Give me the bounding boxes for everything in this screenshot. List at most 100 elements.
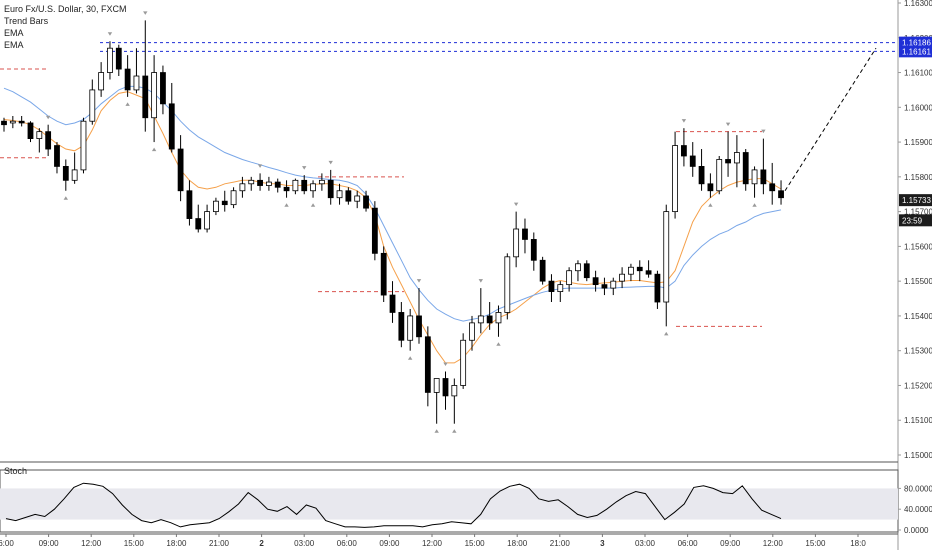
- candle[interactable]: [416, 315, 422, 338]
- candle[interactable]: [248, 179, 255, 185]
- candle[interactable]: [27, 122, 34, 140]
- candle[interactable]: [539, 259, 546, 282]
- candle[interactable]: [442, 378, 449, 397]
- candle[interactable]: [363, 195, 369, 209]
- candle[interactable]: [716, 159, 723, 192]
- candle[interactable]: [742, 152, 749, 185]
- candle[interactable]: [522, 228, 528, 240]
- candle[interactable]: [107, 47, 113, 73]
- projection-line[interactable]: [784, 47, 877, 192]
- candle[interactable]: [725, 159, 731, 164]
- candle[interactable]: [433, 378, 440, 393]
- candle[interactable]: [354, 195, 361, 202]
- candle[interactable]: [80, 120, 87, 171]
- chart-legend: Euro Fx/U.S. Dollar, 30, FXCM Trend Bars…: [4, 3, 127, 51]
- candle[interactable]: [575, 263, 581, 272]
- candle[interactable]: [681, 145, 687, 157]
- candle[interactable]: [583, 263, 590, 279]
- candle[interactable]: [204, 211, 210, 230]
- candle[interactable]: [557, 284, 564, 292]
- candle[interactable]: [151, 72, 158, 119]
- candle[interactable]: [195, 218, 202, 230]
- candle[interactable]: [310, 183, 316, 192]
- candle[interactable]: [9, 120, 16, 124]
- candle[interactable]: [89, 89, 96, 122]
- time-tick-label: 18:0: [850, 539, 866, 548]
- candle[interactable]: [213, 200, 219, 213]
- candle[interactable]: [160, 72, 166, 105]
- candle[interactable]: [36, 131, 43, 139]
- candle[interactable]: [601, 284, 608, 289]
- candle[interactable]: [769, 183, 776, 192]
- candle[interactable]: [54, 145, 60, 167]
- candle[interactable]: [318, 179, 325, 185]
- candle[interactable]: [619, 273, 625, 282]
- time-tick-label: 03:00: [635, 539, 656, 548]
- candle[interactable]: [345, 190, 352, 202]
- candle[interactable]: [133, 75, 140, 91]
- candle[interactable]: [257, 179, 263, 186]
- candle[interactable]: [301, 179, 308, 192]
- candle[interactable]: [1, 120, 7, 126]
- candle[interactable]: [177, 148, 184, 192]
- candle[interactable]: [760, 169, 767, 185]
- candle[interactable]: [18, 120, 25, 124]
- candle[interactable]: [689, 155, 696, 167]
- candle[interactable]: [504, 256, 511, 313]
- candle[interactable]: [592, 277, 599, 286]
- candle[interactable]: [628, 266, 634, 275]
- candle[interactable]: [380, 252, 387, 296]
- candle[interactable]: [274, 181, 281, 188]
- candle[interactable]: [265, 181, 272, 186]
- candle[interactable]: [477, 315, 484, 324]
- candle[interactable]: [371, 207, 378, 254]
- candle[interactable]: [610, 280, 617, 289]
- candle[interactable]: [424, 336, 431, 393]
- candle[interactable]: [336, 190, 343, 199]
- candle[interactable]: [407, 315, 414, 341]
- candle[interactable]: [530, 239, 537, 261]
- swing-high-marker: [416, 279, 422, 283]
- candle[interactable]: [645, 270, 652, 275]
- candle[interactable]: [548, 280, 555, 292]
- candle[interactable]: [239, 183, 246, 192]
- candle[interactable]: [495, 312, 502, 324]
- candle[interactable]: [283, 186, 290, 192]
- candle[interactable]: [142, 75, 149, 119]
- time-tick-label: 18:00: [507, 539, 528, 548]
- candle[interactable]: [566, 270, 573, 286]
- candle[interactable]: [45, 131, 52, 150]
- time-tick-label: 12:00: [422, 539, 443, 548]
- candle[interactable]: [636, 266, 643, 272]
- candle[interactable]: [124, 68, 131, 91]
- candle[interactable]: [751, 169, 758, 185]
- candle[interactable]: [230, 190, 237, 206]
- candle[interactable]: [460, 339, 467, 386]
- candle[interactable]: [221, 200, 228, 206]
- candle[interactable]: [513, 228, 520, 258]
- candle[interactable]: [327, 179, 334, 199]
- candle[interactable]: [186, 190, 193, 219]
- candle[interactable]: [389, 294, 396, 313]
- candle[interactable]: [62, 166, 69, 181]
- candle[interactable]: [663, 211, 670, 303]
- candle[interactable]: [654, 273, 661, 303]
- candle[interactable]: [486, 315, 493, 324]
- candle[interactable]: [292, 179, 299, 192]
- candle[interactable]: [451, 385, 458, 397]
- candle[interactable]: [733, 152, 740, 164]
- price-tick-label: 1.15900: [904, 138, 932, 147]
- candle[interactable]: [98, 72, 105, 91]
- candle[interactable]: [168, 103, 175, 150]
- candle[interactable]: [398, 312, 405, 341]
- candle[interactable]: [469, 322, 475, 341]
- candle[interactable]: [778, 190, 784, 199]
- candle[interactable]: [115, 47, 122, 70]
- candle[interactable]: [71, 169, 78, 181]
- candle[interactable]: [707, 183, 714, 192]
- ema-slow-line: [3, 85, 782, 322]
- candle[interactable]: [698, 166, 705, 185]
- candle[interactable]: [672, 145, 678, 213]
